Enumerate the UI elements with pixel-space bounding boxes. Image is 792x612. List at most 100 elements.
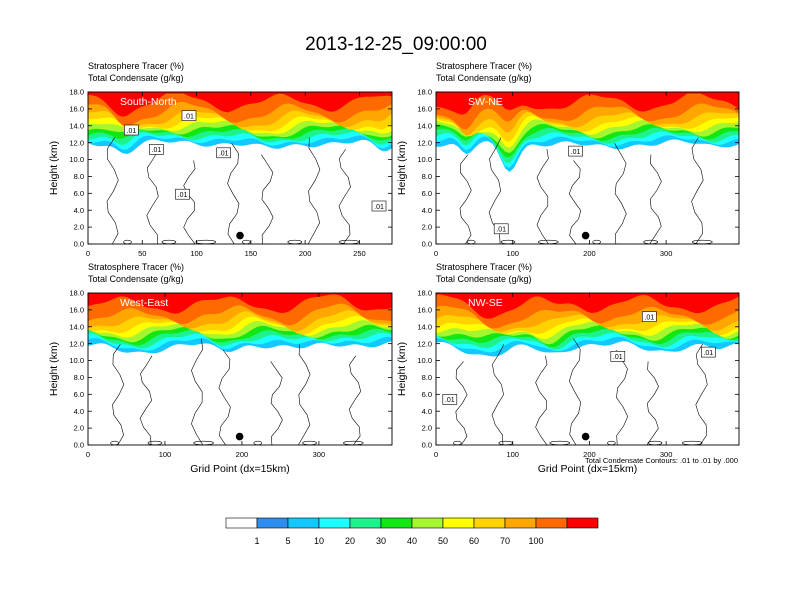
contour-label-box bbox=[181, 110, 197, 121]
y-tick-label: 6.0 bbox=[74, 189, 84, 198]
colorbar-swatch bbox=[380, 517, 413, 529]
panel-sw-ne: .01 .01 SW-NE 0 100 200 300 0.0 2.0 4.0 6.0 8.0 10.0… bbox=[396, 61, 740, 258]
x-tick-label: 300 bbox=[660, 249, 673, 258]
contour-line bbox=[218, 349, 231, 445]
y-tick-label: 8.0 bbox=[74, 172, 84, 181]
contour-label: .01 bbox=[175, 188, 190, 200]
y-tick-label: 14.0 bbox=[417, 121, 432, 130]
contour-line bbox=[139, 355, 153, 445]
panel-label: SW-NE bbox=[468, 96, 503, 108]
contour-line bbox=[695, 344, 708, 445]
contour-label-text: .01 bbox=[374, 204, 384, 211]
x-axis-label: Grid Point (dx=15km) bbox=[538, 463, 638, 475]
contour-line bbox=[227, 143, 240, 244]
y-tick-label: 10.0 bbox=[69, 155, 84, 164]
colorbar-swatch bbox=[318, 517, 351, 529]
panel-title-line2: Total Condensate (g/kg) bbox=[436, 274, 532, 284]
y-tick-label: 18.0 bbox=[69, 289, 84, 298]
contour-line bbox=[535, 355, 548, 445]
contour-line bbox=[488, 137, 502, 244]
contour-label-text: .01 bbox=[571, 149, 581, 156]
contour-label-box bbox=[610, 350, 626, 362]
contour-line bbox=[491, 344, 505, 445]
panel-nw-se: .01 .01 .01 .01 NW-SE 0 100 200 300 0.0 2.0 4.0 6.0 8… bbox=[396, 262, 740, 475]
y-axis-label: Height (km) bbox=[396, 342, 408, 396]
x-tick-label: 0 bbox=[434, 450, 438, 459]
contour-label-text: .01 bbox=[184, 113, 194, 120]
contour-line bbox=[568, 160, 582, 244]
colorbar-swatch bbox=[473, 517, 506, 529]
contour-label-text: .01 bbox=[445, 397, 455, 404]
y-tick-label: 0.0 bbox=[422, 441, 432, 450]
contour-label-box bbox=[216, 147, 231, 159]
y-tick-label: 0.0 bbox=[74, 441, 84, 450]
panel-title-line2: Total Condensate (g/kg) bbox=[88, 73, 184, 83]
colorbar-swatch bbox=[287, 517, 320, 529]
colorbar-label: 10 bbox=[314, 536, 324, 546]
plot-frame bbox=[435, 91, 740, 245]
colorbar: 1 5 10 20 30 40 50 60 70 100 bbox=[225, 517, 599, 546]
contour-label-box bbox=[641, 311, 657, 322]
contour-label-box bbox=[493, 223, 509, 235]
contour-line bbox=[614, 143, 627, 244]
x-tick-label: 200 bbox=[583, 249, 596, 258]
panel-title-line1: Stratosphere Tracer (%) bbox=[88, 61, 184, 71]
colorbar-label: 5 bbox=[285, 536, 290, 546]
y-tick-label: 6.0 bbox=[422, 189, 432, 198]
contour-label-text: .01 bbox=[127, 128, 137, 135]
y-tick-label: 12.0 bbox=[69, 138, 84, 147]
x-axis-label: Grid Point (dx=15km) bbox=[190, 463, 290, 475]
colorbar-label: 40 bbox=[407, 536, 417, 546]
contour-label-text: .01 bbox=[613, 354, 623, 361]
x-tick-label: 100 bbox=[506, 249, 519, 258]
plot-area bbox=[436, 92, 739, 244]
colorbar-label: 20 bbox=[345, 536, 355, 546]
contour-label-text: .01 bbox=[496, 227, 506, 234]
y-tick-label: 4.0 bbox=[74, 206, 84, 215]
contour-label-box bbox=[175, 188, 190, 200]
y-tick-label: 4.0 bbox=[74, 407, 84, 416]
y-tick-label: 6.0 bbox=[422, 390, 432, 399]
contour-line bbox=[691, 137, 704, 244]
x-tick-label: 300 bbox=[660, 450, 673, 459]
location-marker bbox=[235, 432, 244, 441]
tracer-band-level-11 bbox=[436, 92, 739, 115]
y-tick-label: 12.0 bbox=[69, 339, 84, 348]
x-tick-label: 200 bbox=[236, 450, 249, 459]
location-marker bbox=[236, 231, 244, 240]
y-tick-label: 16.0 bbox=[417, 305, 432, 314]
y-tick-label: 18.0 bbox=[417, 88, 432, 97]
contour-line bbox=[191, 338, 204, 445]
y-axis-label: Height (km) bbox=[396, 141, 408, 195]
x-tick-label: 100 bbox=[159, 450, 172, 459]
x-tick-label: 200 bbox=[583, 450, 596, 459]
contour-label: .01 bbox=[149, 144, 164, 155]
contour-label-text: .01 bbox=[644, 314, 654, 321]
y-tick-label: 0.0 bbox=[74, 240, 84, 249]
contour-line bbox=[646, 361, 659, 445]
y-tick-label: 10.0 bbox=[417, 155, 432, 164]
plot-area bbox=[88, 92, 392, 244]
tracer-band-level-11 bbox=[88, 92, 392, 117]
panel-label: West-East bbox=[120, 297, 168, 309]
y-tick-label: 10.0 bbox=[69, 356, 84, 365]
condensate-contours bbox=[453, 338, 708, 445]
contour-line bbox=[307, 137, 321, 244]
contour-label: .01 bbox=[641, 311, 657, 322]
contour-line bbox=[112, 344, 125, 445]
x-tick-label: 0 bbox=[434, 249, 438, 258]
contour-line bbox=[146, 148, 159, 244]
colorbar-swatch bbox=[566, 517, 599, 529]
contour-label: .01 bbox=[216, 147, 231, 159]
colorbar-label: 70 bbox=[500, 536, 510, 546]
colorbar-label: 50 bbox=[438, 536, 448, 546]
contour-label: .01 bbox=[568, 145, 583, 157]
colorbar-label: 60 bbox=[469, 536, 479, 546]
contour-footnote: Total Condensate Contours: .01 to .01 by… bbox=[585, 456, 738, 465]
panels: .01 .01 .01 .01 .01 .01 South-North 0 50 100 150 20… bbox=[48, 61, 740, 475]
x-tick-label: 0 bbox=[86, 450, 90, 459]
contour-line bbox=[568, 338, 582, 445]
contour-label-box bbox=[371, 200, 387, 212]
x-tick-label: 100 bbox=[506, 450, 519, 459]
contour-label-box bbox=[700, 346, 716, 358]
